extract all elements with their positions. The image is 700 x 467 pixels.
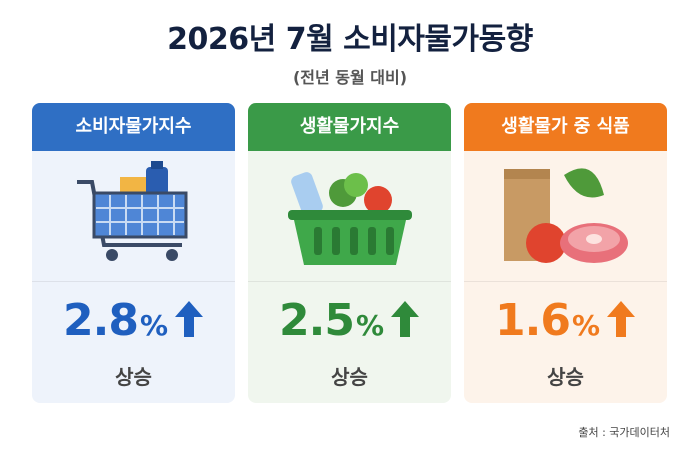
card: 소비자물가지수 2.8% 상승 — [32, 103, 235, 403]
value: 2.5 — [278, 295, 355, 346]
unit: % — [139, 309, 168, 342]
title: 2026년 7월 소비자물가동향 — [167, 22, 533, 57]
cart-icon — [77, 161, 188, 261]
change: 상승 — [115, 365, 152, 389]
value: 1.6 — [494, 295, 571, 346]
value-row: 2.8% — [32, 295, 235, 346]
up-arrow — [607, 301, 635, 337]
change: 상승 — [547, 365, 584, 389]
basket-icon — [288, 172, 412, 265]
source: 출처 : 국가데이터처 — [578, 426, 670, 439]
change: 상승 — [331, 365, 368, 389]
card: 생활물가 중 식품 1.6% 상승 — [464, 103, 667, 403]
unit: % — [571, 309, 600, 342]
divider — [248, 281, 451, 282]
divider — [32, 281, 235, 282]
value-row: 1.6% — [464, 295, 667, 346]
up-arrow — [175, 301, 203, 337]
unit: % — [355, 309, 384, 342]
subtitle: (전년 동월 대비) — [292, 68, 408, 87]
up-arrow — [391, 301, 419, 337]
food-icon — [504, 168, 628, 263]
card-label: 소비자물가지수 — [32, 103, 235, 151]
card-label: 생활물가지수 — [248, 103, 451, 151]
divider — [464, 281, 667, 282]
value-row: 2.5% — [248, 295, 451, 346]
value: 2.8 — [62, 295, 139, 346]
card-label: 생활물가 중 식품 — [464, 103, 667, 151]
card: 생활물가지수 2.5% 상승 — [248, 103, 451, 403]
